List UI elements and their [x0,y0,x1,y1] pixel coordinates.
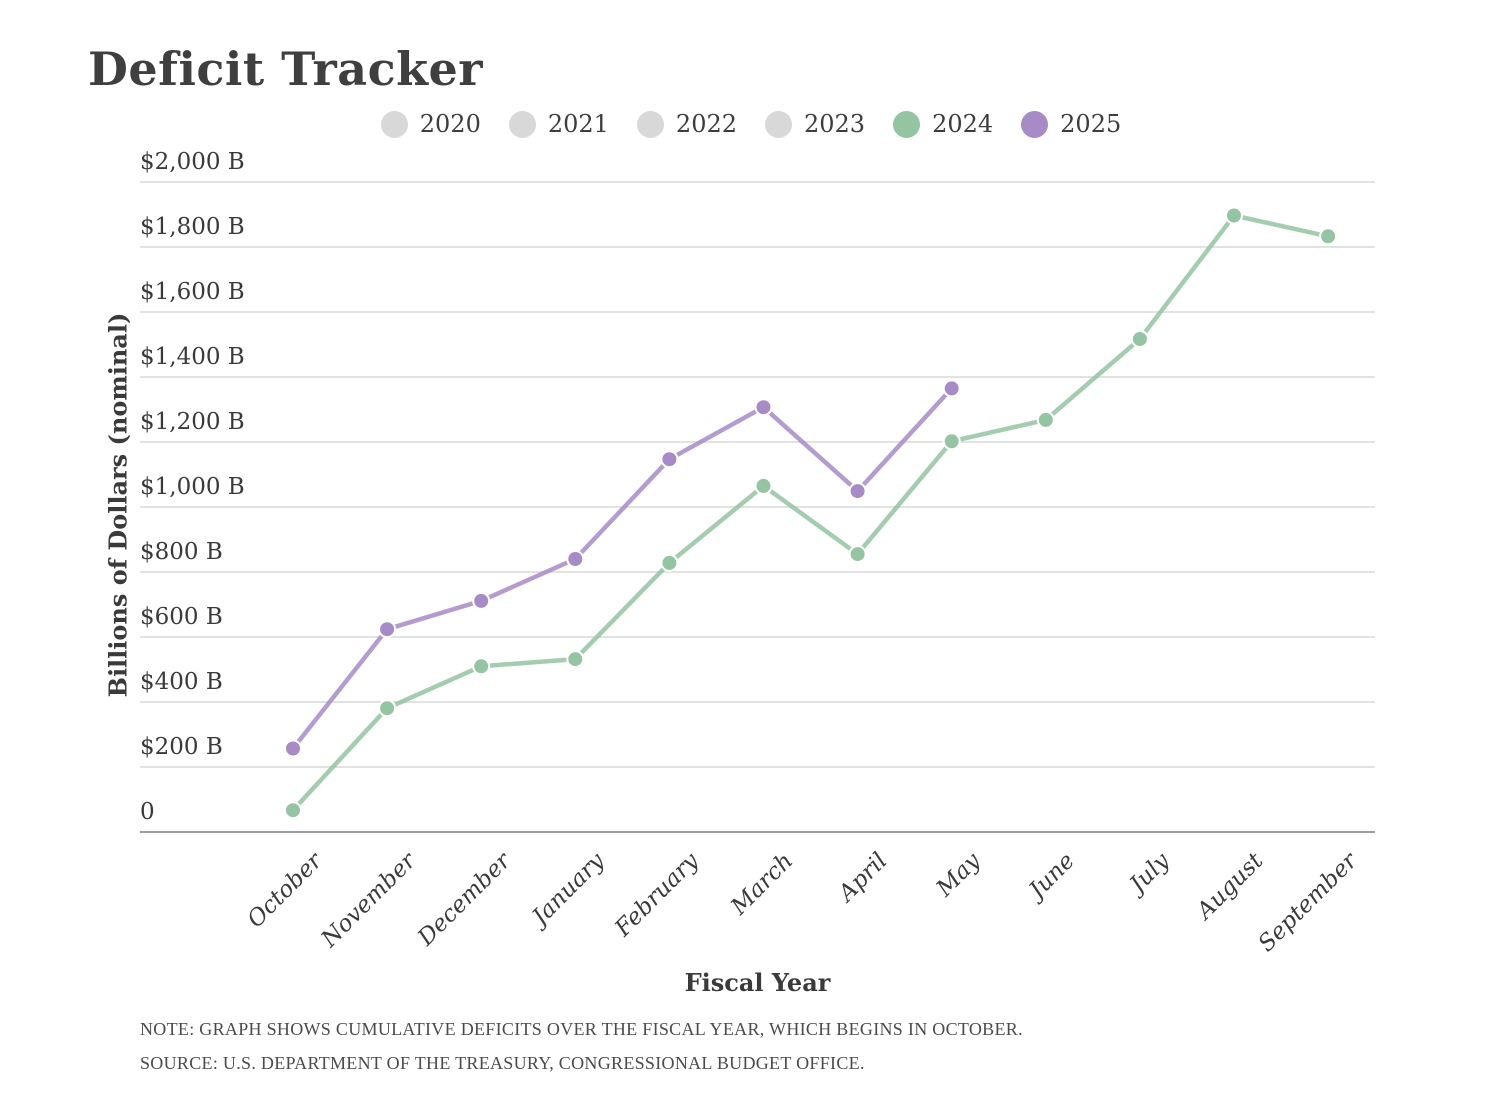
data-point-2024-august[interactable] [1225,206,1243,225]
x-axis-title: Fiscal Year [684,968,831,997]
legend-item-2023[interactable]: 2023 [765,110,865,138]
data-point-2024-december[interactable] [472,657,491,676]
gridline [140,571,1375,573]
data-point-2025-january[interactable] [566,550,585,568]
gridline [140,311,1375,313]
legend-swatch-2020 [380,110,408,138]
data-point-2025-march[interactable] [754,398,773,417]
legend-swatch-2024 [893,110,921,138]
gridline [140,766,1375,768]
legend: 2020 2021 2022 2023 2024 2025 [0,110,1502,138]
legend-label: 2020 [419,110,481,138]
data-point-2024-july[interactable] [1130,330,1149,348]
gridline [140,701,1375,703]
data-point-2024-june[interactable] [1036,410,1055,429]
gridline [140,506,1375,508]
data-point-2024-january[interactable] [566,650,585,669]
data-point-2025-december[interactable] [472,591,491,610]
page-title: Deficit Tracker [88,42,483,96]
y-tick-label: $600 B [140,604,223,630]
data-point-2024-may[interactable] [942,432,961,451]
legend-label: 2025 [1060,110,1122,138]
y-tick-label: $800 B [140,539,223,565]
data-point-2025-october[interactable] [284,739,302,758]
legend-swatch-2023 [765,110,792,138]
legend-swatch-2022 [636,110,664,138]
gridline [140,441,1375,443]
y-tick-label: $2,000 B [140,149,245,175]
legend-label: 2024 [932,110,994,138]
data-point-2025-april[interactable] [848,482,867,501]
y-tick-label: $1,600 B [140,279,245,305]
gridline [140,181,1375,183]
y-tick-label: $400 B [140,669,223,695]
data-point-2024-october[interactable] [284,801,302,820]
legend-item-2024[interactable]: 2024 [893,110,993,138]
chart-note: NOTE: GRAPH SHOWS CUMULATIVE DEFICITS OV… [140,1019,1023,1039]
y-tick-label: $1,200 B [140,409,245,435]
series-line-2024 [291,213,1329,812]
legend-label: 2021 [547,110,609,138]
data-point-2024-february[interactable] [660,553,679,572]
legend-item-2022[interactable]: 2022 [636,110,737,138]
chart-source: SOURCE: U.S. DEPARTMENT OF THE TREASURY,… [140,1053,865,1073]
gridline [140,376,1375,378]
y-tick-label: $1,400 B [140,344,245,370]
data-point-2025-november[interactable] [378,620,397,639]
data-point-2024-april[interactable] [848,545,867,564]
data-point-2024-november[interactable] [378,699,397,718]
series-line-2025 [291,386,954,750]
legend-label: 2023 [804,110,866,138]
legend-item-2020[interactable]: 2020 [380,110,481,138]
data-point-2025-may[interactable] [942,379,961,398]
x-axis-line [140,831,1375,833]
data-point-2024-september[interactable] [1319,227,1338,246]
data-point-2025-february[interactable] [660,450,679,469]
legend-swatch-2021 [508,110,536,138]
gridline [140,636,1375,638]
legend-item-2025[interactable]: 2025 [1021,110,1121,138]
y-tick-label: 0 [140,799,155,825]
y-tick-label: $200 B [140,734,223,760]
gridline [140,246,1375,248]
y-tick-label: $1,800 B [140,214,245,240]
data-point-2024-march[interactable] [754,476,773,495]
legend-label: 2022 [675,110,737,138]
y-axis-title: Billions of Dollars (nominal) [103,312,133,698]
y-tick-label: $1,000 B [140,474,245,500]
legend-item-2021[interactable]: 2021 [508,110,609,138]
legend-swatch-2025 [1021,110,1049,138]
